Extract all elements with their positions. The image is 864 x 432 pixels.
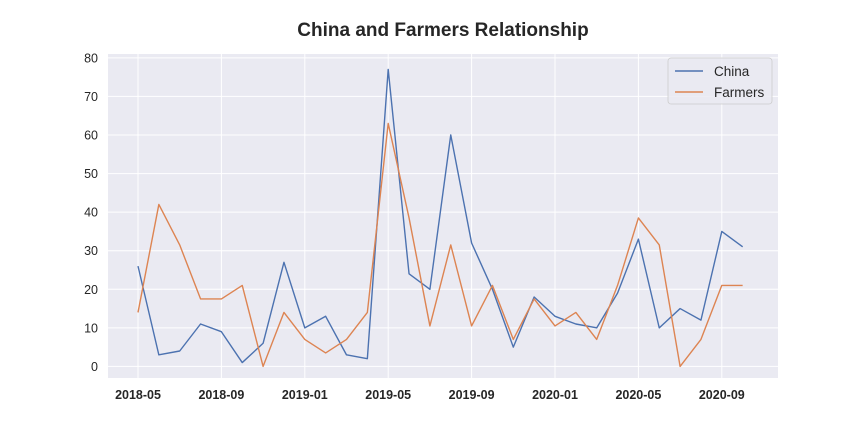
series-line-china [137,68,744,364]
y-tick-label: 70 [84,90,98,104]
gridlines [108,54,778,378]
x-tick-label: 2018-05 [115,388,161,402]
x-axis-ticks: 2018-05 2018-09 2019-01 2019-05 2019-09 2020-… [115,388,745,402]
x-tick-label: 2019-01 [282,388,328,402]
x-tick-label: 2020-09 [699,388,745,402]
x-tick-label: 2020-05 [615,388,661,402]
y-axis-ticks: 0 10 20 30 40 50 60 70 80 [84,51,98,374]
x-tick-label: 2019-05 [365,388,411,402]
series-line-farmers [137,122,743,368]
chart-title: China and Farmers Relationship [297,20,588,41]
legend-label-farmers: Farmers [714,85,764,100]
x-tick-label: 2018-09 [198,388,244,402]
y-tick-label: 20 [84,283,98,297]
y-tick-label: 60 [84,129,98,143]
y-tick-label: 80 [84,51,98,65]
x-tick-label: 2020-01 [532,388,578,402]
legend-label-china: China [714,64,750,79]
plot-area [108,54,778,378]
y-tick-label: 10 [84,321,98,335]
y-tick-label: 40 [84,206,98,220]
y-tick-label: 50 [84,167,98,181]
x-tick-label: 2019-09 [449,388,495,402]
series-layer [137,68,744,368]
y-tick-label: 0 [91,360,98,374]
legend: China Farmers [667,57,773,105]
y-tick-label: 30 [84,244,98,258]
